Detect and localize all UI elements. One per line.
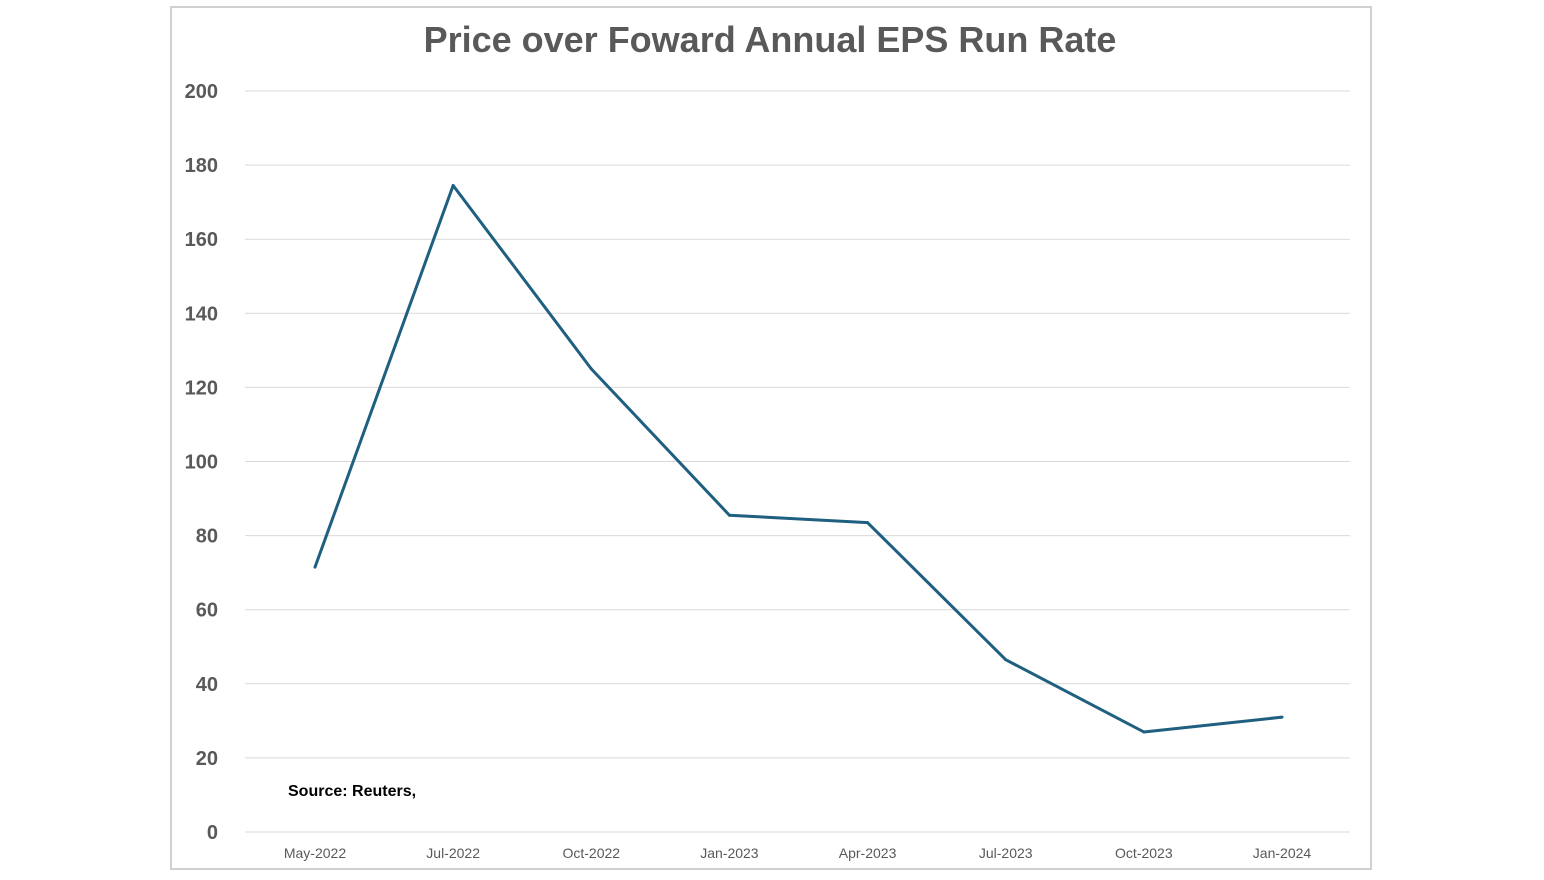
y-tick-label: 120	[185, 377, 218, 399]
x-tick-label: Jan-2024	[1253, 845, 1312, 861]
x-tick-label: Apr-2023	[839, 845, 897, 861]
y-tick-label: 160	[185, 229, 218, 251]
y-tick-label: 60	[196, 600, 218, 622]
x-tick-label: May-2022	[284, 845, 346, 861]
y-tick-label: 40	[196, 674, 218, 696]
y-tick-label: 180	[185, 155, 218, 177]
x-tick-label: Jul-2022	[426, 845, 480, 861]
y-axis-ticks: 0 20 40 60 80 100 120 140 160 180 200	[185, 81, 218, 844]
x-tick-label: Jan-2023	[700, 845, 759, 861]
y-tick-label: 100	[185, 452, 218, 474]
chart-frame	[170, 6, 1372, 870]
gridlines	[245, 90, 1350, 833]
y-tick-label: 140	[185, 303, 218, 325]
x-axis-ticks: May-2022 Jul-2022 Oct-2022 Jan-2023 Apr-2023…	[284, 845, 1312, 861]
data-point	[589, 367, 593, 371]
x-tick-label: Oct-2022	[562, 845, 620, 861]
data-point	[313, 565, 317, 569]
data-point	[1280, 715, 1284, 719]
series-line	[313, 183, 1283, 734]
data-point	[727, 513, 731, 517]
x-tick-label: Jul-2023	[979, 845, 1033, 861]
data-point	[1142, 730, 1146, 734]
chart-title: Price over Foward Annual EPS Run Rate	[424, 19, 1117, 60]
y-tick-label: 80	[196, 526, 218, 548]
data-point	[1004, 658, 1008, 662]
x-tick-label: Oct-2023	[1115, 845, 1173, 861]
y-tick-label: 0	[207, 822, 218, 844]
data-point	[866, 521, 870, 525]
source-annotation: Source: Reuters,	[288, 783, 416, 800]
y-tick-label: 200	[185, 81, 218, 103]
data-point	[451, 183, 455, 187]
series-layer	[313, 183, 1284, 734]
y-tick-label: 20	[196, 748, 218, 770]
